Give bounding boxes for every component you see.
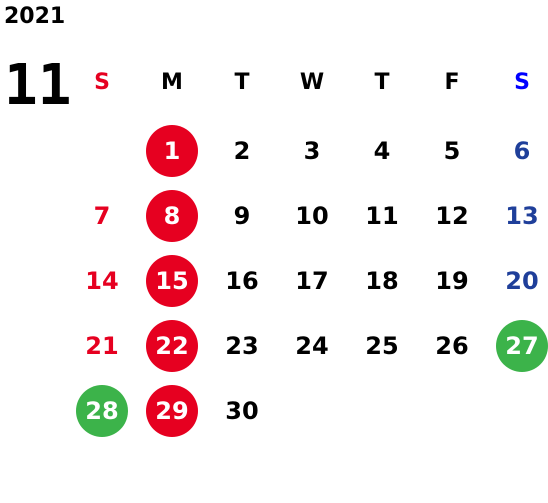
day-cell[interactable]: 24	[295, 332, 329, 360]
day-cell[interactable]: 21	[85, 332, 119, 360]
weekday-header: T	[374, 69, 390, 95]
day-cell[interactable]: 6	[513, 137, 531, 165]
weekday-header: T	[234, 69, 250, 95]
year-label: 2021	[4, 4, 66, 29]
day-cell[interactable]: 14	[85, 267, 119, 295]
day-cell[interactable]: 2	[233, 137, 251, 165]
day-cell[interactable]: 13	[505, 202, 539, 230]
day-cell[interactable]: 17	[295, 267, 329, 295]
day-cell[interactable]: 4	[373, 137, 391, 165]
day-cell[interactable]: 9	[233, 202, 251, 230]
weekday-header: M	[161, 69, 183, 95]
day-cell[interactable]: 23	[225, 332, 259, 360]
day-cell[interactable]: 30	[225, 397, 259, 425]
day-cell[interactable]: 22	[146, 320, 198, 372]
day-cell[interactable]: 28	[76, 385, 128, 437]
day-cell[interactable]: 18	[365, 267, 399, 295]
day-cell[interactable]: 27	[496, 320, 548, 372]
day-cell[interactable]: 19	[435, 267, 469, 295]
day-cell[interactable]: 20	[505, 267, 539, 295]
day-cell[interactable]: 8	[146, 190, 198, 242]
day-cell[interactable]: 15	[146, 255, 198, 307]
day-cell[interactable]: 11	[365, 202, 399, 230]
day-cell[interactable]: 3	[303, 137, 321, 165]
weekday-header: F	[444, 69, 460, 95]
day-cell[interactable]: 12	[435, 202, 469, 230]
weekday-header: S	[94, 69, 110, 95]
month-number: 11	[4, 53, 72, 118]
day-cell[interactable]: 10	[295, 202, 329, 230]
day-cell[interactable]: 5	[443, 137, 461, 165]
day-cell[interactable]: 26	[435, 332, 469, 360]
day-cell[interactable]: 25	[365, 332, 399, 360]
day-cell[interactable]: 1	[146, 125, 198, 177]
day-cell[interactable]: 29	[146, 385, 198, 437]
weekday-header: W	[299, 69, 325, 95]
day-cell[interactable]: 16	[225, 267, 259, 295]
weekday-header: S	[514, 69, 530, 95]
day-cell[interactable]: 7	[93, 202, 111, 230]
